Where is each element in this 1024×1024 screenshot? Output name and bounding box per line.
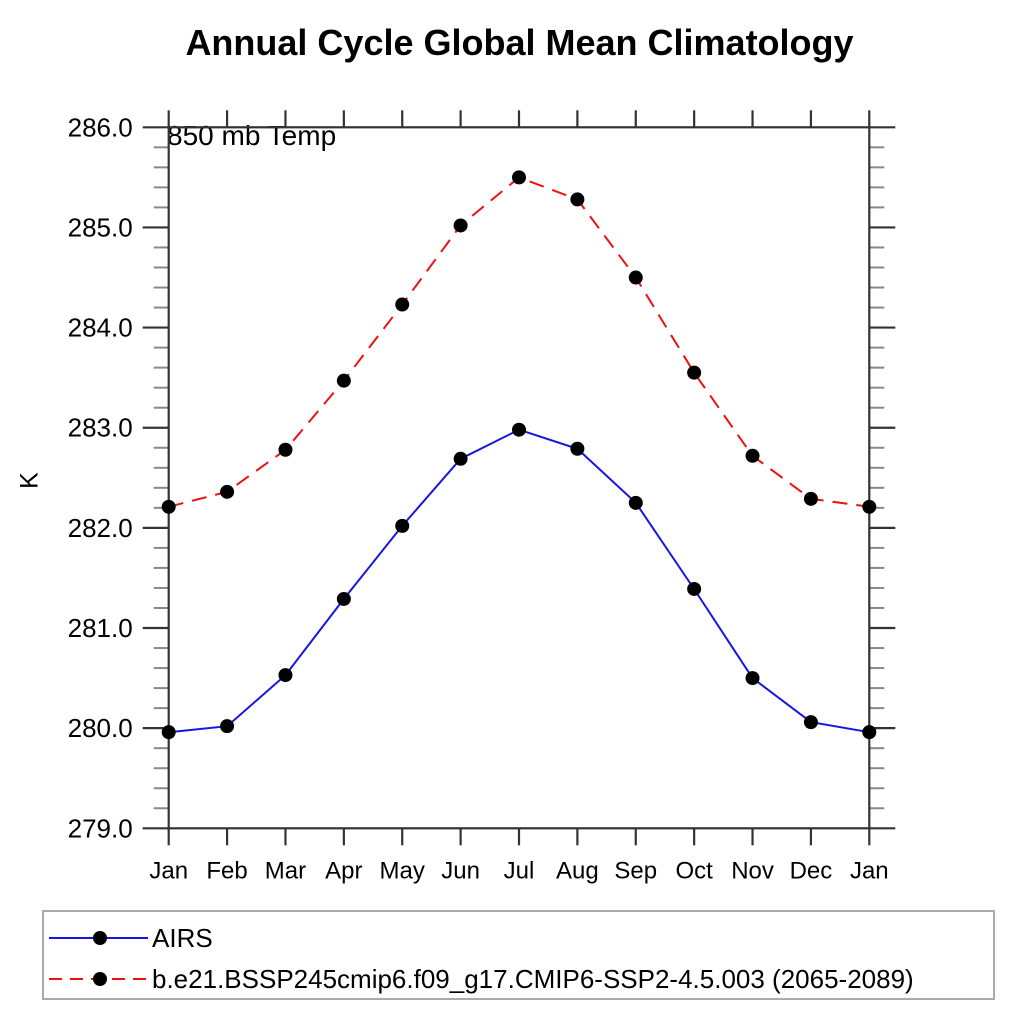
y-tick-label: 279.0 — [68, 813, 133, 843]
legend-label: AIRS — [152, 923, 213, 953]
data-point-marker — [687, 365, 702, 380]
y-tick-label: 285.0 — [68, 212, 133, 242]
data-point-marker — [745, 671, 760, 686]
data-point-marker — [278, 668, 293, 683]
y-tick-label: 286.0 — [68, 112, 133, 142]
series-line-1 — [168, 176, 870, 508]
chart-subtitle: 850 mb Temp — [167, 120, 337, 151]
x-tick-label: Mar — [265, 857, 306, 884]
data-point-marker — [278, 442, 293, 457]
legend-marker — [93, 972, 107, 986]
y-tick-label: 282.0 — [68, 513, 133, 543]
legend-line-sample — [49, 972, 148, 986]
data-point-marker — [745, 448, 760, 463]
x-tick-label: Nov — [731, 857, 774, 884]
x-tick-label: Aug — [556, 857, 599, 884]
data-point-marker — [336, 373, 351, 388]
data-point-marker — [803, 491, 818, 506]
y-tick-label: 283.0 — [68, 413, 133, 443]
x-tick-label: Feb — [206, 857, 247, 884]
legend-item-1: b.e21.BSSP245cmip6.f09_g17.CMIP6-SSP2-4.… — [44, 964, 993, 994]
y-tick-label: 284.0 — [68, 313, 133, 343]
x-tick-label: Jun — [441, 857, 480, 884]
legend-item-0: AIRS — [44, 923, 993, 953]
plot-frame — [167, 126, 871, 830]
legend: AIRS b.e21.BSSP245cmip6.f09_g17.CMIP6-SSP… — [42, 910, 995, 1000]
data-point-marker — [512, 170, 526, 185]
data-point-marker — [161, 725, 176, 740]
data-point-marker — [628, 495, 643, 510]
x-tick-label: Oct — [675, 857, 713, 884]
x-tick-label: Jan — [850, 857, 889, 884]
legend-line-sample — [49, 931, 148, 945]
legend-marker — [93, 931, 107, 945]
data-point-marker — [453, 451, 468, 466]
chart-title: Annual Cycle Global Mean Climatology — [185, 22, 854, 63]
x-tick-label: Jul — [504, 857, 535, 884]
series-line-0 — [168, 428, 870, 734]
x-tick-label: Jan — [149, 857, 188, 884]
data-point-marker — [628, 270, 643, 285]
y-tick-label: 280.0 — [68, 713, 133, 743]
data-point-marker — [161, 499, 176, 514]
legend-label: b.e21.BSSP245cmip6.f09_g17.CMIP6-SSP2-4.… — [152, 964, 914, 994]
data-point-marker — [862, 499, 877, 514]
x-tick-label: May — [380, 857, 425, 884]
data-point-marker — [395, 518, 410, 533]
x-tick-label: Apr — [325, 857, 362, 884]
data-point-marker — [687, 581, 702, 596]
data-point-marker — [512, 422, 526, 437]
data-point-marker — [395, 297, 410, 312]
data-point-marker — [570, 441, 585, 456]
data-point-marker — [862, 725, 877, 740]
data-point-marker — [453, 218, 468, 233]
x-tick-label: Sep — [614, 857, 657, 884]
x-tick-label: Dec — [790, 857, 833, 884]
data-point-marker — [220, 484, 235, 499]
data-point-marker — [803, 715, 818, 730]
data-point-marker — [336, 591, 351, 606]
data-point-marker — [570, 192, 585, 207]
y-tick-label: 281.0 — [68, 613, 133, 643]
data-point-marker — [220, 719, 235, 734]
